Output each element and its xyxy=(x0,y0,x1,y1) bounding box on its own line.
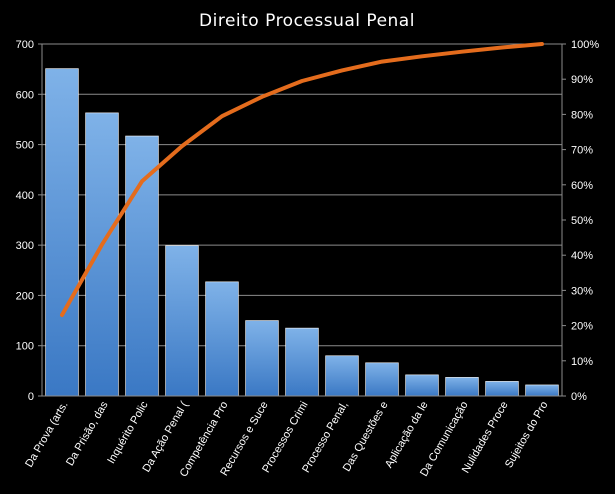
bar-0 xyxy=(45,68,79,397)
y2-tick-label-8: 80% xyxy=(571,109,593,121)
y-tick-label-7: 700 xyxy=(16,39,34,51)
bar-7 xyxy=(325,355,359,397)
y2-tick-label-6: 60% xyxy=(571,180,593,192)
y-tick-label-1: 100 xyxy=(16,341,34,353)
x-tick-label-1: Da Prisão, das xyxy=(64,399,111,468)
x-tick-label-12: Sujeitos do Pro xyxy=(503,400,551,471)
y2-tick-label-7: 70% xyxy=(571,145,593,157)
bars xyxy=(45,68,559,397)
bar-9 xyxy=(405,374,439,397)
bar-5 xyxy=(245,320,279,397)
y2-tick-label-2: 20% xyxy=(571,321,593,333)
bar-2 xyxy=(125,135,159,397)
bar-1 xyxy=(85,112,119,397)
y-tick-label-4: 400 xyxy=(16,190,34,202)
x-tick-label-2: Inquérito Polic xyxy=(105,399,150,466)
y-tick-label-0: 0 xyxy=(28,391,34,403)
bar-3 xyxy=(165,245,199,397)
chart-title: Direito Processual Penal xyxy=(199,11,415,31)
y2-tick-label-9: 90% xyxy=(571,74,593,86)
bar-12 xyxy=(525,384,559,397)
bar-6 xyxy=(285,327,319,397)
y-tick-label-6: 600 xyxy=(16,89,34,101)
y-tick-label-3: 300 xyxy=(16,240,34,252)
x-tick-label-9: Aplicação da le xyxy=(383,400,431,471)
bar-11 xyxy=(485,381,519,397)
y2-tick-label-1: 10% xyxy=(571,356,593,368)
y2-tick-label-0: 0% xyxy=(571,391,587,403)
y2-tick-label-5: 50% xyxy=(571,215,593,227)
x-tick-label-0: Da Prova (arts. xyxy=(23,400,70,470)
bar-10 xyxy=(445,377,479,397)
bar-8 xyxy=(365,362,399,397)
bar-4 xyxy=(205,281,239,397)
y-axis-left: 0 100 200 300 400 500 600 700 xyxy=(16,39,43,403)
y2-tick-label-10: 100% xyxy=(571,39,599,51)
y2-tick-label-3: 30% xyxy=(571,285,593,297)
y-tick-label-2: 200 xyxy=(16,290,34,302)
y-axis-right: 0% 10% 20% 30% 40% 50% 60% 70% 80% 90% 100% xyxy=(561,39,599,403)
y-tick-label-5: 500 xyxy=(16,140,34,152)
y2-tick-label-4: 40% xyxy=(571,250,593,262)
cumulative-line xyxy=(60,42,544,317)
